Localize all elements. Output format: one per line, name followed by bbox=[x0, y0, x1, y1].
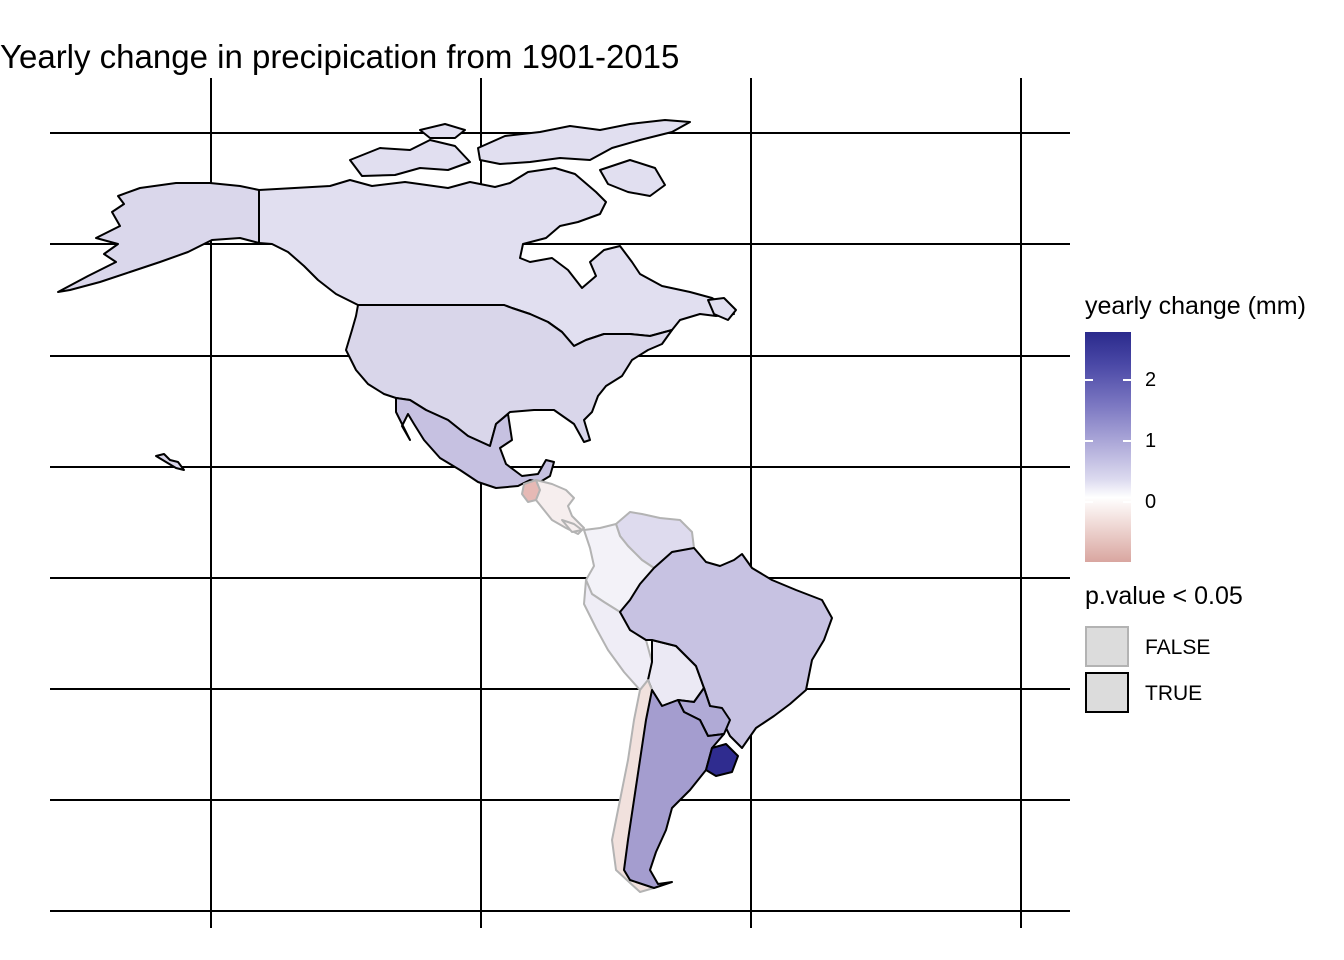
colorbar bbox=[1085, 332, 1131, 562]
region-brazil bbox=[619, 547, 833, 749]
region-canada-arctic-1 bbox=[349, 139, 471, 177]
region-canada-arctic-2 bbox=[477, 119, 691, 165]
pvalue-legend-title: p.value < 0.05 bbox=[1085, 582, 1243, 610]
region-united-states bbox=[345, 304, 673, 447]
region-uruguay bbox=[705, 743, 739, 777]
region-canada-newfoundland bbox=[707, 297, 737, 321]
colorbar-title: yearly change (mm) bbox=[1085, 292, 1306, 320]
region-canada-arctic-4 bbox=[419, 123, 466, 139]
region-hawaii bbox=[155, 453, 185, 471]
colorbar-tick-label: 0 bbox=[1145, 491, 1157, 513]
map-canvas bbox=[50, 78, 1070, 928]
colorbar-tick bbox=[1085, 379, 1093, 381]
map-title: Yearly change in precipication from 1901… bbox=[0, 38, 680, 75]
colorbar-tick bbox=[1123, 440, 1131, 442]
region-alaska bbox=[57, 182, 260, 293]
region-canada-arctic-3 bbox=[599, 159, 666, 197]
colorbar-tick bbox=[1123, 379, 1131, 381]
pvalue-key-true-label: TRUE bbox=[1145, 682, 1203, 705]
region-mexico bbox=[395, 397, 555, 489]
pvalue-key-false bbox=[1085, 626, 1129, 667]
colorbar-tick-label: 2 bbox=[1145, 369, 1157, 391]
colorbar-tick-label: 1 bbox=[1145, 430, 1157, 452]
colorbar-tick bbox=[1123, 501, 1131, 503]
region-panama bbox=[561, 519, 583, 533]
region-argentina bbox=[623, 689, 725, 889]
colorbar-tick bbox=[1085, 440, 1093, 442]
pvalue-key-false-label: FALSE bbox=[1145, 636, 1211, 659]
colorbar-tick bbox=[1085, 501, 1093, 503]
pvalue-key-true bbox=[1085, 672, 1129, 713]
